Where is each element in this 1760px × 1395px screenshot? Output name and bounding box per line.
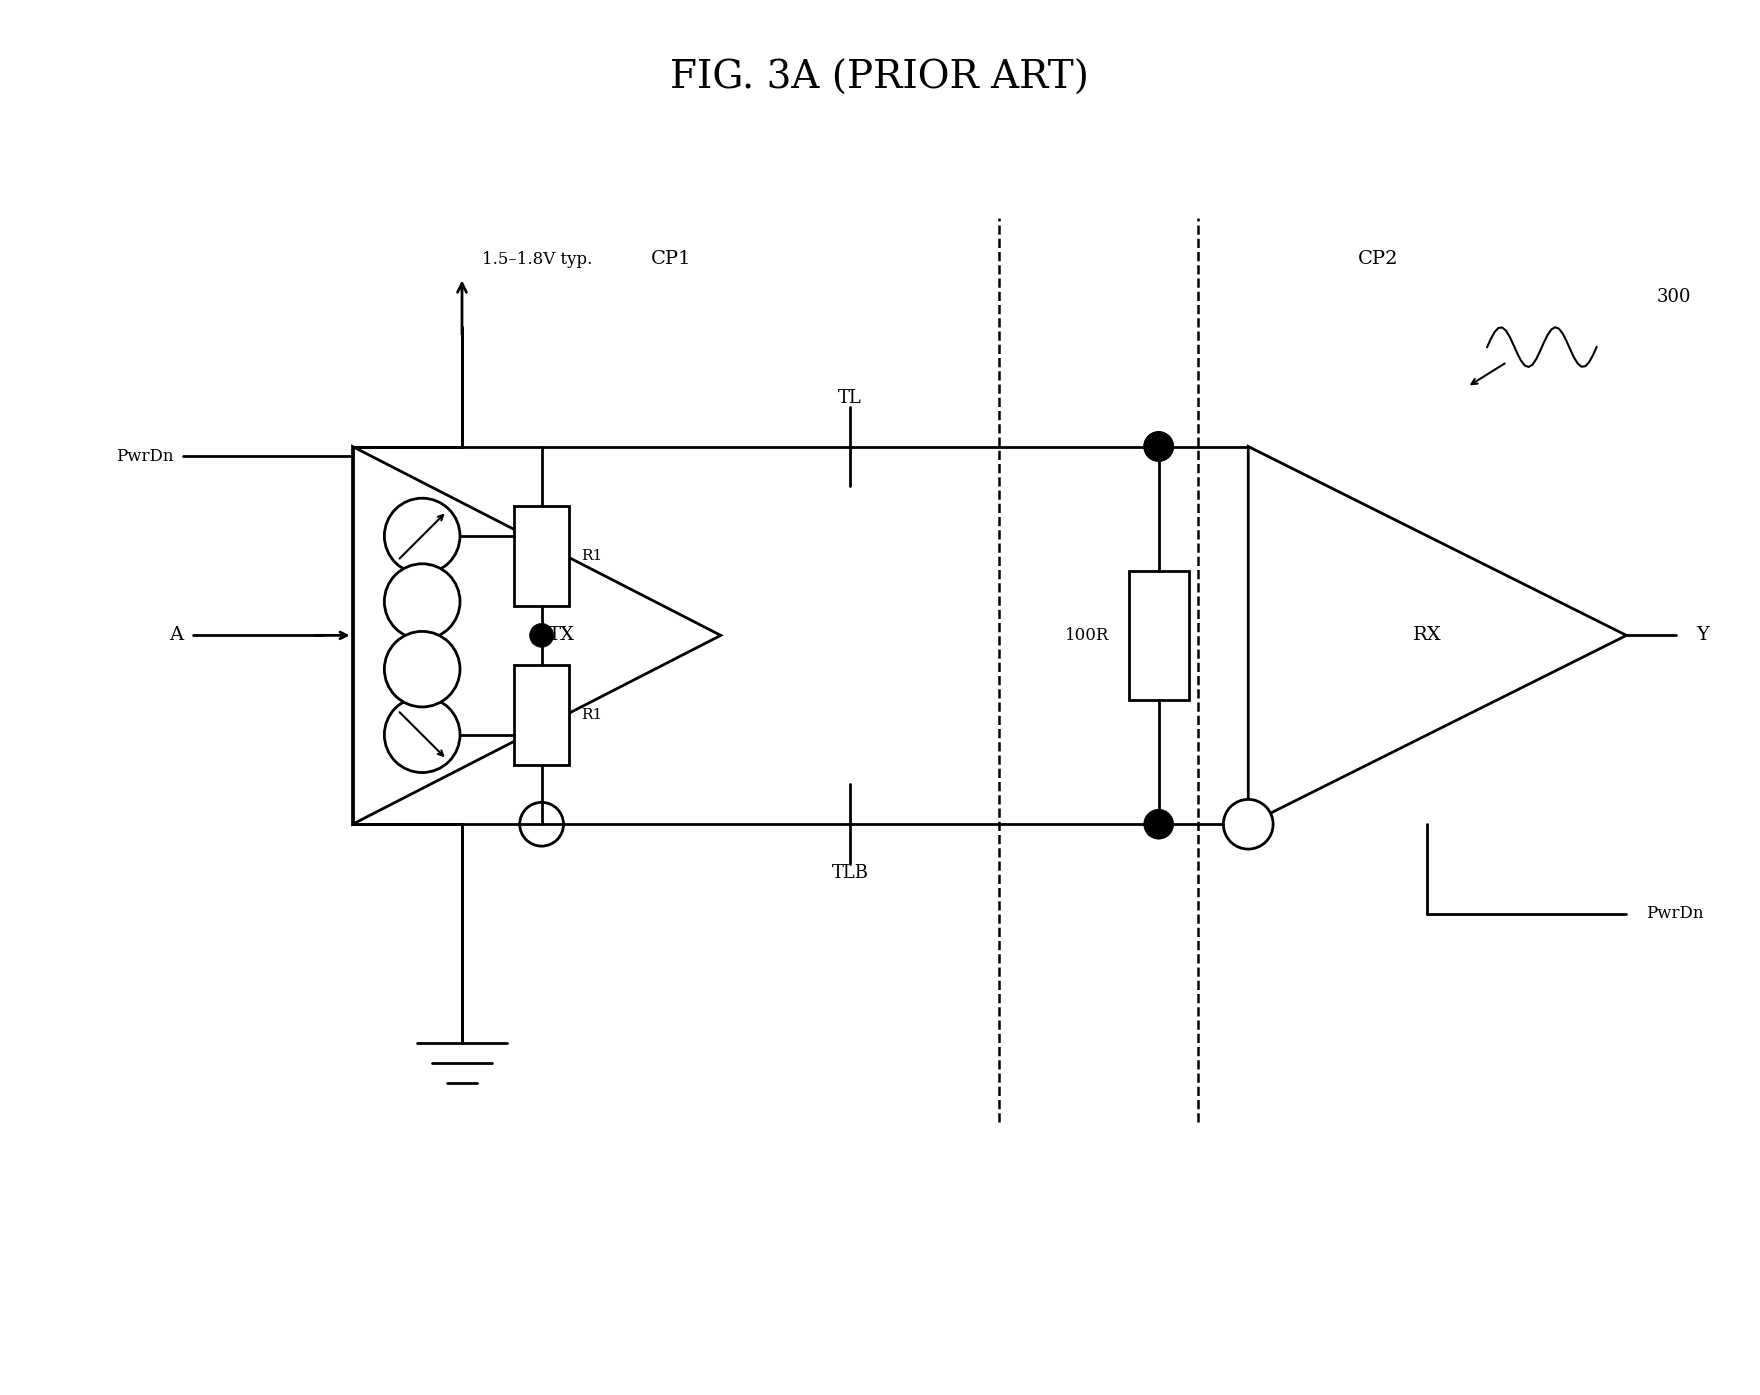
Circle shape: [384, 498, 459, 573]
Text: TLB: TLB: [832, 864, 869, 882]
Circle shape: [530, 624, 554, 647]
Text: 1.5–1.8V typ.: 1.5–1.8V typ.: [482, 251, 593, 268]
Text: RX: RX: [1413, 626, 1441, 644]
Circle shape: [384, 632, 459, 707]
Text: TX: TX: [547, 626, 576, 644]
Text: A: A: [169, 626, 183, 644]
Text: TL: TL: [838, 389, 862, 407]
Text: PwrDn: PwrDn: [1646, 905, 1704, 922]
Bar: [1128, 571, 1188, 700]
Circle shape: [384, 564, 459, 639]
Text: 100R: 100R: [1065, 626, 1109, 644]
Text: Y: Y: [1697, 626, 1709, 644]
Text: 300: 300: [1656, 289, 1691, 307]
Circle shape: [1144, 809, 1174, 840]
Text: CP1: CP1: [651, 250, 692, 268]
Text: PwrDn: PwrDn: [116, 448, 174, 465]
Bar: [514, 506, 568, 605]
Text: FIG. 3A (PRIOR ART): FIG. 3A (PRIOR ART): [671, 60, 1089, 98]
Circle shape: [1144, 431, 1174, 462]
Text: R1: R1: [581, 548, 602, 562]
Circle shape: [384, 698, 459, 773]
Circle shape: [1144, 431, 1174, 462]
Text: R1: R1: [581, 707, 602, 721]
Text: CP2: CP2: [1357, 250, 1397, 268]
Bar: [514, 665, 568, 764]
Circle shape: [1223, 799, 1272, 850]
Circle shape: [519, 802, 563, 847]
